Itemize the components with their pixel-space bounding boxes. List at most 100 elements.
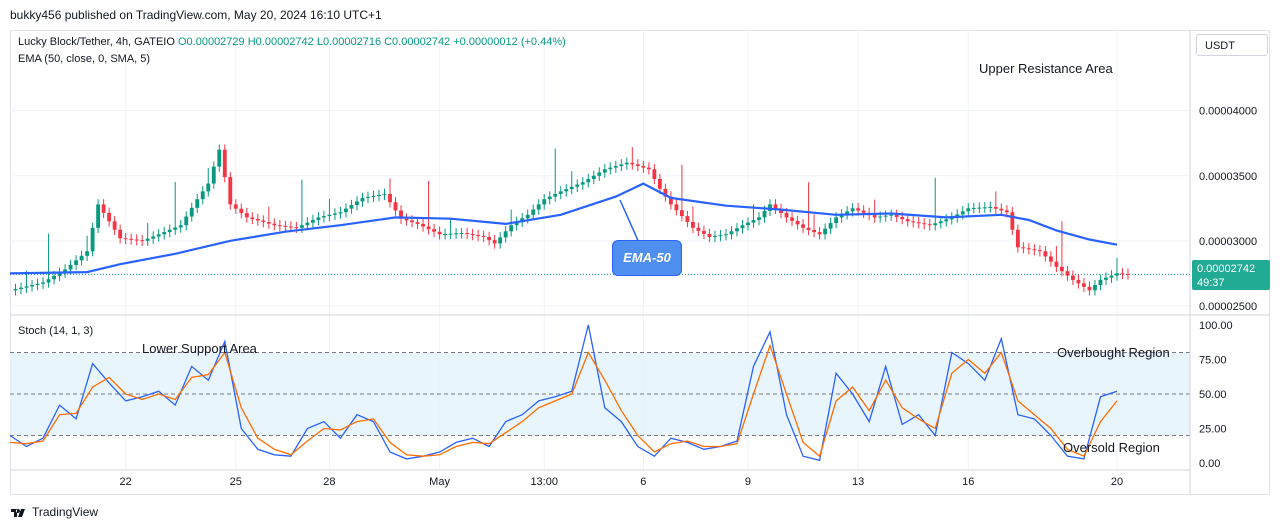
candle-body (674, 204, 679, 211)
candle-body (889, 214, 894, 216)
time-tick-label: 16 (962, 476, 974, 488)
candle-body (1120, 273, 1125, 275)
candle-body (608, 167, 613, 170)
last-price: 0.00002742 (1197, 263, 1256, 275)
candle-body (591, 175, 596, 180)
tradingview-logo-icon (11, 508, 25, 517)
candle-body (1076, 279, 1081, 284)
symbol-legend: Lucky Block/Tether, 4h, GATEIO O0.000027… (18, 36, 566, 48)
ohlc-values: O0.00002729 H0.00002742 L0.00002716 C0.0… (177, 36, 566, 48)
candle-body (696, 227, 701, 231)
candle-body (1048, 256, 1053, 262)
candle-body (1037, 250, 1042, 252)
candle-body (90, 227, 95, 252)
candle-body (1026, 248, 1031, 250)
candle-body (1070, 275, 1075, 280)
ema-legend: EMA (50, close, 0, SMA, 5) (18, 53, 151, 65)
candle-body (239, 208, 244, 214)
candle-body (266, 222, 271, 224)
candle-body (382, 193, 387, 195)
candle-body (327, 214, 332, 217)
candle-body (344, 208, 348, 213)
currency-button[interactable]: USDT (1196, 34, 1268, 56)
candle-body (668, 196, 673, 205)
candle-body (542, 199, 547, 205)
candle-body (1126, 273, 1130, 275)
candle-body (52, 275, 56, 280)
candle-body (977, 207, 982, 209)
candle-body (949, 217, 954, 220)
price-tick-label: 0.00003500 (1199, 171, 1257, 183)
candle-body (13, 288, 18, 291)
candle-body (553, 193, 558, 197)
candle-body (569, 186, 574, 190)
candle-body (250, 217, 255, 219)
candle-body (123, 238, 128, 240)
candle-body (1004, 210, 1009, 213)
stoch-tick-label: 50.00 (1199, 389, 1227, 401)
candle-body (448, 233, 453, 235)
candle-body (520, 218, 525, 222)
stoch-tick-label: 25.00 (1199, 424, 1227, 436)
candle-body (795, 220, 800, 225)
candle-body (839, 214, 844, 218)
candle-body (283, 225, 288, 227)
candle-body (1065, 271, 1070, 276)
candle-body (690, 221, 695, 228)
candle-body (118, 229, 123, 239)
candle-body (487, 236, 492, 241)
candle-body (597, 172, 602, 176)
candle-body (757, 217, 761, 220)
candle-body (894, 214, 899, 217)
candle-body (1098, 279, 1103, 286)
candle-body (476, 234, 481, 236)
upper-resistance-label: Upper Resistance Area (979, 61, 1113, 76)
symbol-name: Lucky Block/Tether, 4h, GATEIO (18, 36, 175, 48)
candle-body (30, 285, 34, 287)
candle-body (834, 217, 839, 224)
candle-body (1043, 251, 1048, 257)
candle-body (421, 223, 425, 227)
candle-body (1015, 229, 1020, 248)
candle-body (999, 208, 1004, 211)
candle-body (641, 165, 646, 168)
candle-body (85, 251, 90, 256)
stoch-tick-label: 75.00 (1199, 354, 1227, 366)
candle-body (663, 188, 668, 197)
candle-body (966, 208, 971, 212)
footer-brand: TradingView (10, 505, 98, 519)
candle-body (779, 208, 783, 214)
candle-body (702, 230, 706, 234)
candle-body (916, 222, 921, 224)
candle-body (244, 213, 249, 218)
candle-body (74, 260, 79, 265)
candle-body (261, 220, 266, 223)
stoch-tick-label: 100.00 (1199, 320, 1233, 332)
candle-body (156, 234, 161, 237)
candle-body (938, 221, 943, 224)
candle-body (162, 232, 167, 235)
last-price-tag: 0.00002742 49:37 (1192, 260, 1270, 290)
candle-body (321, 216, 326, 218)
candle-body (134, 239, 139, 241)
candle-body (299, 225, 304, 228)
candle-body (988, 206, 993, 208)
candle-body (404, 218, 409, 221)
candle-body (751, 220, 756, 223)
candle-body (922, 223, 927, 225)
candle-body (189, 207, 194, 217)
candle-body (145, 238, 150, 241)
candle-body (547, 196, 552, 200)
candle-body (718, 235, 723, 237)
candle-body (652, 169, 657, 180)
candle-body (233, 204, 238, 209)
candle-body (481, 235, 486, 237)
candle-body (729, 231, 734, 235)
candle-body (509, 225, 514, 232)
candle-body (184, 216, 189, 226)
candle-body (724, 234, 728, 236)
candle-body (101, 204, 106, 213)
candle-body (784, 213, 789, 218)
time-tick-label: 28 (323, 476, 335, 488)
overbought-label: Overbought Region (1057, 345, 1170, 360)
